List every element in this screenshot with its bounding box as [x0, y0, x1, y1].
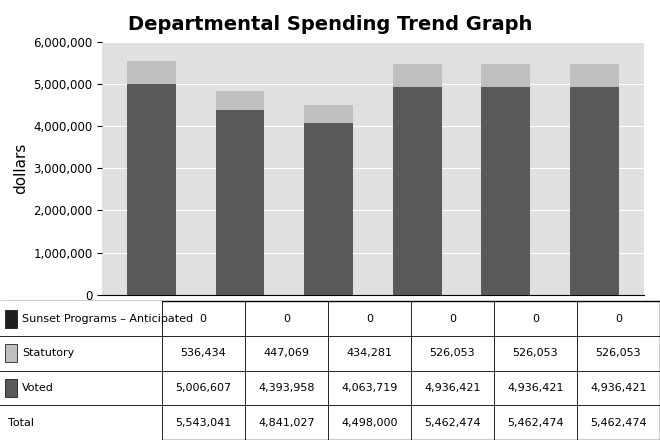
Text: 4,063,719: 4,063,719: [341, 383, 397, 393]
Text: 5,462,474: 5,462,474: [507, 418, 564, 428]
Text: 0: 0: [615, 314, 622, 324]
Text: 5,462,474: 5,462,474: [590, 418, 647, 428]
Bar: [482, 65, 530, 87]
Bar: [5, 310, 17, 328]
Text: 434,281: 434,281: [346, 348, 392, 358]
Text: 4,936,421: 4,936,421: [507, 383, 564, 393]
Bar: [0, 405, 162, 440]
Bar: [570, 65, 619, 87]
Text: 5,006,607: 5,006,607: [175, 383, 231, 393]
Bar: [304, 105, 353, 124]
Bar: [393, 65, 442, 87]
Text: Total: Total: [8, 418, 34, 428]
Bar: [127, 84, 176, 295]
Bar: [216, 110, 264, 295]
Bar: [5, 345, 17, 363]
Text: Voted: Voted: [22, 383, 53, 393]
Text: 0: 0: [282, 314, 290, 324]
Bar: [0, 301, 162, 336]
Text: 526,053: 526,053: [596, 348, 642, 358]
Text: 4,936,421: 4,936,421: [424, 383, 480, 393]
Text: 4,498,000: 4,498,000: [341, 418, 397, 428]
Text: 536,434: 536,434: [180, 348, 226, 358]
Text: 526,053: 526,053: [430, 348, 475, 358]
Text: Statutory: Statutory: [22, 348, 74, 358]
Text: 0: 0: [366, 314, 373, 324]
Bar: [0, 370, 162, 405]
Bar: [5, 379, 17, 397]
Text: 4,841,027: 4,841,027: [258, 418, 315, 428]
Bar: [216, 91, 264, 110]
Text: 0: 0: [532, 314, 539, 324]
Bar: [304, 124, 353, 295]
Text: Departmental Spending Trend Graph: Departmental Spending Trend Graph: [128, 15, 532, 34]
Text: 526,053: 526,053: [513, 348, 558, 358]
Text: 5,543,041: 5,543,041: [175, 418, 232, 428]
Bar: [393, 87, 442, 295]
Bar: [570, 87, 619, 295]
Text: 447,069: 447,069: [263, 348, 310, 358]
Bar: [127, 61, 176, 84]
Text: 4,393,958: 4,393,958: [258, 383, 315, 393]
Text: 0: 0: [200, 314, 207, 324]
Text: 0: 0: [449, 314, 456, 324]
Text: 4,936,421: 4,936,421: [590, 383, 647, 393]
Bar: [482, 87, 530, 295]
Text: Sunset Programs – Anticipated: Sunset Programs – Anticipated: [22, 314, 193, 324]
Text: 5,462,474: 5,462,474: [424, 418, 480, 428]
Bar: [0, 336, 162, 370]
Y-axis label: dollars: dollars: [13, 143, 28, 194]
